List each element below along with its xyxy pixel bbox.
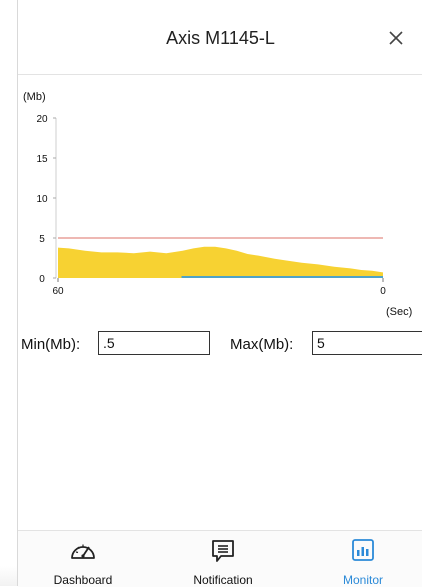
range-controls: Min(Mb): Max(Mb): bbox=[18, 331, 422, 359]
x-tick-label: 60 bbox=[52, 286, 64, 297]
bar-chart-icon bbox=[352, 539, 374, 561]
close-button[interactable] bbox=[382, 24, 410, 52]
x-tick-label: 0 bbox=[380, 286, 386, 297]
header: Axis M1145-L bbox=[18, 0, 422, 75]
y-tick-label: 20 bbox=[36, 114, 48, 125]
y-axis-label: (Mb) bbox=[23, 91, 46, 103]
min-label: Min(Mb): bbox=[21, 336, 81, 353]
min-input[interactable] bbox=[98, 331, 210, 355]
gauge-icon bbox=[71, 544, 95, 559]
bandwidth-chart: (Mb) (Sec) 20 15 10 5 0 60 0 bbox=[18, 80, 422, 330]
bottom-tab-bar: Dashboard Notification Monitor bbox=[18, 530, 422, 587]
page-title: Axis M1145-L bbox=[166, 28, 275, 48]
traffic-area bbox=[58, 246, 383, 278]
tab-monitor-label: Monitor bbox=[342, 573, 383, 587]
y-tick-label: 15 bbox=[36, 154, 48, 165]
tab-notification[interactable]: Notification bbox=[173, 531, 273, 587]
y-tick-label: 10 bbox=[36, 194, 48, 205]
close-icon bbox=[389, 31, 403, 45]
background-edge bbox=[0, 0, 17, 586]
bandwidth-chart-svg: (Mb) (Sec) 20 15 10 5 0 60 0 bbox=[23, 91, 412, 318]
message-icon bbox=[212, 540, 234, 562]
y-tick-label: 5 bbox=[39, 234, 45, 245]
background-shadow bbox=[0, 566, 17, 586]
tab-monitor[interactable]: Monitor bbox=[313, 531, 413, 587]
tab-dashboard[interactable]: Dashboard bbox=[33, 531, 133, 587]
tab-notification-label: Notification bbox=[193, 573, 253, 587]
device-panel: Axis M1145-L (Mb) (Sec) 20 15 10 5 0 60 0 Min… bbox=[17, 0, 422, 587]
tab-dashboard-label: Dashboard bbox=[53, 573, 113, 587]
y-tick-label: 0 bbox=[39, 274, 45, 285]
max-label: Max(Mb): bbox=[230, 336, 294, 353]
max-input[interactable] bbox=[312, 331, 422, 355]
x-axis-label: (Sec) bbox=[386, 306, 412, 318]
